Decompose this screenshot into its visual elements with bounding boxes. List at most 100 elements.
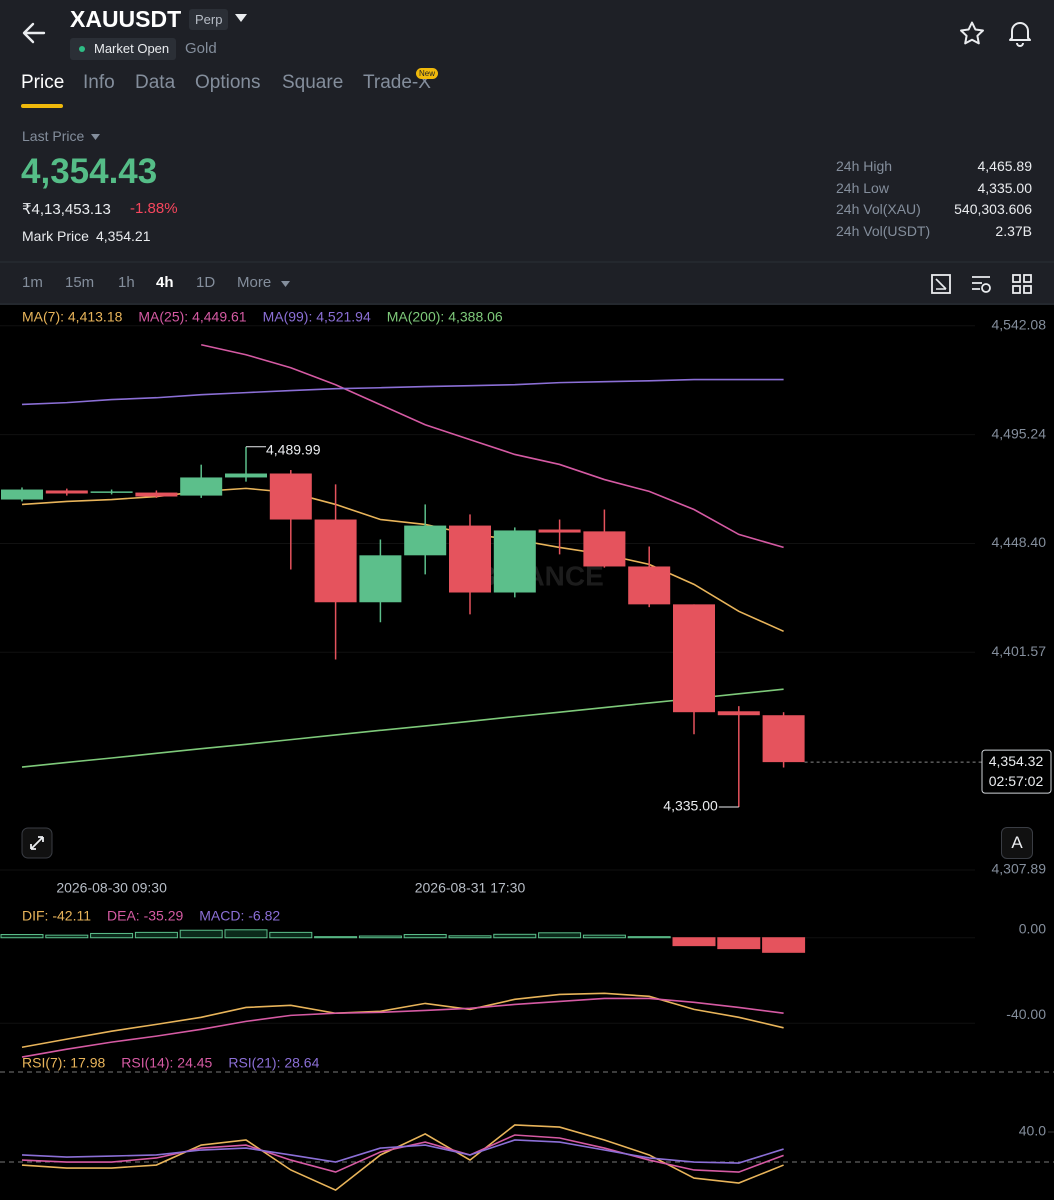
candle-body	[45, 490, 88, 494]
indicator-line	[21, 688, 784, 768]
mark-price: 4,354.21	[96, 228, 151, 244]
tab[interactable]: Trade-X	[363, 72, 431, 93]
macd-bar	[672, 937, 716, 947]
macd-bar	[717, 937, 761, 950]
macd-bar	[314, 936, 358, 939]
more-dropdown[interactable]	[280, 280, 291, 288]
candle-body	[717, 711, 760, 716]
candle-body	[314, 519, 357, 603]
y-tick-label: 4,401.57	[992, 643, 1047, 659]
interval[interactable]: 1m	[22, 274, 43, 291]
macd-bar	[403, 934, 447, 939]
alert-button[interactable]	[1006, 19, 1034, 47]
legend-entry: MA(25): 4,449.61	[138, 309, 246, 325]
indicator-line	[21, 378, 784, 406]
stat-label: 24h Vol(USDT)	[836, 223, 931, 240]
candle-body	[628, 566, 671, 605]
interval[interactable]: 4h	[156, 274, 174, 291]
macd-bar	[224, 929, 268, 939]
y-tick-label: 4,307.89	[992, 861, 1047, 877]
underlying: Gold	[185, 40, 217, 57]
stat-value: 540,303.606	[954, 201, 1032, 218]
candle-body	[493, 530, 536, 593]
macd-bar	[493, 933, 537, 939]
indicator-line	[21, 997, 784, 1058]
stat-label: 24h Vol(XAU)	[836, 201, 921, 218]
last-price-tag: 4,354.32	[989, 753, 1044, 769]
y-tick-label: -40.00	[1006, 1006, 1046, 1022]
interval[interactable]: 1h	[118, 274, 135, 291]
favorite-button[interactable]	[958, 20, 986, 48]
interval[interactable]: More	[237, 274, 272, 291]
candle-body	[1, 489, 43, 500]
y-tick-label: 4,448.40	[992, 534, 1047, 550]
countdown: 02:57:02	[989, 773, 1044, 789]
macd-bar	[627, 936, 671, 939]
y-tick-label: 40.0	[1019, 1123, 1046, 1139]
indicator-line	[21, 1139, 784, 1164]
macd-bar	[538, 932, 582, 939]
last-price: 4,354.43	[21, 152, 158, 191]
candle-body	[583, 531, 626, 567]
indicator-line	[201, 343, 784, 549]
symbol[interactable]: XAUUSDT	[70, 6, 182, 32]
layout-tool[interactable]	[1011, 273, 1033, 295]
price-change: -1.88%	[130, 200, 178, 217]
status-dot	[79, 46, 85, 52]
candle-body	[673, 604, 715, 713]
interval[interactable]: 1D	[196, 274, 216, 291]
macd-bar	[134, 931, 178, 939]
legend-entry: MACD: -6.82	[199, 908, 280, 924]
tab[interactable]: Data	[135, 72, 176, 93]
last-price-box	[981, 749, 1052, 794]
tab[interactable]: Price	[21, 72, 65, 93]
stat-label: 24h Low	[836, 179, 889, 196]
macd-bar	[448, 935, 492, 939]
candle-body	[449, 525, 491, 593]
macd-bar	[582, 934, 626, 939]
legend-entry: RSI(7): 17.98	[22, 1055, 105, 1071]
candle-body	[359, 555, 402, 603]
macd-bar	[0, 934, 44, 939]
tab[interactable]: Options	[195, 72, 261, 93]
candle-body	[180, 477, 223, 496]
interval[interactable]: 15m	[65, 274, 95, 291]
macd-bar	[269, 931, 313, 939]
tab[interactable]: Info	[83, 72, 115, 93]
candle-body	[90, 491, 133, 493]
last-price-label[interactable]: Last Price	[22, 128, 85, 144]
macd-bar	[762, 937, 806, 953]
x-tick-label: 2026-08-31 17:30	[415, 880, 526, 896]
mark-price-label: Mark Price	[22, 228, 89, 244]
y-tick-label: 4,495.24	[992, 425, 1047, 441]
contract-badge: Perp	[189, 9, 229, 30]
stat-value: 2.37B	[995, 223, 1032, 240]
legend-entry: RSI(21): 28.64	[228, 1055, 319, 1071]
auto-scale-button[interactable]: A	[1001, 827, 1033, 859]
symbol-dropdown[interactable]	[234, 13, 248, 23]
candle-body	[404, 525, 447, 556]
status-text: Market Open	[94, 41, 170, 56]
legend-entry: MA(200): 4,388.06	[387, 309, 503, 325]
expand-button[interactable]	[21, 827, 53, 859]
legend-entry: DEA: -35.29	[107, 908, 183, 924]
tab-indicator	[21, 104, 63, 108]
back-button[interactable]	[20, 20, 48, 46]
legend-entry: RSI(14): 24.45	[121, 1055, 212, 1071]
stat-value: 4,335.00	[977, 179, 1033, 196]
legend-entry: MA(7): 4,413.18	[22, 309, 123, 325]
tab-badge: New	[416, 68, 439, 79]
indicator-tool[interactable]	[970, 273, 992, 295]
status-chip: Market Open	[70, 38, 176, 60]
stat-label: 24h High	[836, 158, 893, 174]
y-tick-label: 4,542.08	[992, 316, 1047, 332]
candle-body	[538, 529, 581, 533]
y-tick-label: 0.00	[1019, 920, 1046, 936]
high-label: 4,489.99	[266, 442, 321, 458]
chart-tool[interactable]	[930, 273, 952, 295]
last-price-dropdown[interactable]	[90, 133, 101, 141]
macd-bar	[45, 934, 89, 939]
tab[interactable]: Square	[282, 72, 344, 93]
legend-entry: MA(99): 4,521.94	[263, 309, 371, 325]
